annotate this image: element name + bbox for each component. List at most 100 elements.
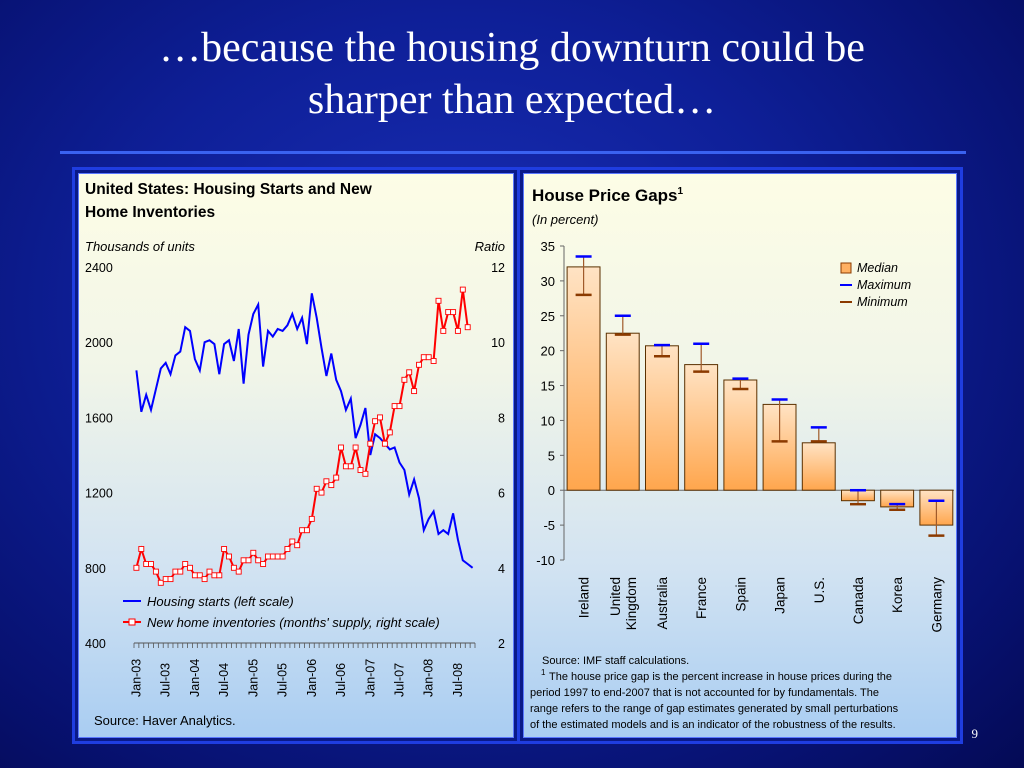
- inventories-marker: [279, 553, 286, 560]
- inventories-marker: [352, 444, 359, 451]
- footnote-line4: of the estimated models and is an indica…: [530, 719, 896, 731]
- left-axes: 2400 2000 1600 1200 800 400 12 10 8 6 4 2 Jan-03 Jul-…: [85, 261, 505, 697]
- house-price-gaps-panel: House Price Gaps1 (In percent) 35 30 25 20 1…: [517, 167, 963, 744]
- right-y-tick-label: 25: [541, 309, 555, 324]
- legend-maximum-label: Maximum: [857, 278, 911, 292]
- inventories-marker: [138, 546, 145, 552]
- left-x-tick-label: Jul-08: [451, 663, 465, 697]
- category-label: Kingdom: [624, 577, 639, 630]
- category-label: Ireland: [577, 577, 592, 618]
- inventories-marker: [206, 568, 213, 575]
- right-axis-label: Ratio: [475, 239, 505, 254]
- inventories-marker: [362, 470, 369, 477]
- inventories-marker: [167, 576, 174, 583]
- right-y-tick-label: 6: [498, 487, 505, 501]
- footnote-line1: The house price gap is the percent incre…: [549, 671, 892, 683]
- inventories-marker: [269, 553, 276, 560]
- inventories-marker: [157, 579, 164, 586]
- footnote-line2: period 1997 to end-2007 that is not acco…: [530, 687, 879, 699]
- chart-title-line2: Home Inventories: [85, 204, 215, 221]
- left-y-tick-label: 2000: [85, 336, 113, 350]
- left-x-tick-label: Jul-04: [217, 663, 231, 697]
- category-label: Spain: [733, 577, 748, 612]
- right-y-tick-label: 15: [541, 379, 555, 394]
- left-axis-label: Thousands of units: [85, 239, 195, 254]
- median-bar: [605, 332, 640, 491]
- inventories-marker: [303, 527, 310, 534]
- right-y-tick-label: 2: [498, 637, 505, 651]
- left-x-tick-label: Jan-07: [363, 659, 377, 697]
- inventories-marker: [196, 572, 203, 579]
- inventories-line: [135, 289, 469, 585]
- title-divider: [60, 151, 966, 154]
- inventories-marker: [318, 489, 325, 496]
- legend-inventories-label: New home inventories (months' supply, ri…: [147, 615, 440, 630]
- housing-starts-panel: United States: Housing Starts and New Ho…: [72, 167, 520, 744]
- right-y-tick-label: 8: [498, 411, 505, 425]
- chart-title-line1: United States: Housing Starts and New: [85, 181, 373, 198]
- inventories-marker: [177, 568, 184, 575]
- inventories-marker: [372, 418, 379, 425]
- inventories-marker: [240, 557, 247, 564]
- left-y-tick-label: 2400: [85, 261, 113, 275]
- right-y-tick-label: -10: [536, 553, 555, 568]
- inventories-marker: [216, 572, 223, 579]
- inventories-marker: [333, 474, 340, 481]
- inventories-marker: [299, 527, 306, 534]
- category-label: Germany: [929, 577, 944, 633]
- inventories-marker: [162, 576, 169, 583]
- house-price-gaps-panel-inner: House Price Gaps1 (In percent) 35 30 25 20 1…: [523, 173, 957, 738]
- left-legend: Housing starts (left scale) New home inv…: [123, 594, 440, 630]
- category-label: Australia: [655, 577, 670, 630]
- inventories-marker: [459, 286, 466, 293]
- inventories-marker: [191, 572, 198, 579]
- inventories-marker: [342, 463, 349, 470]
- median-bar: [684, 364, 719, 491]
- right-y-tick-label: -5: [543, 518, 555, 533]
- category-label: U.S.: [812, 577, 827, 603]
- right-y-tick-label: 30: [541, 274, 555, 289]
- inventories-marker: [255, 557, 262, 564]
- left-y-tick-label: 1200: [85, 487, 113, 501]
- inventories-marker: [391, 403, 398, 410]
- inventories-marker: [133, 564, 140, 571]
- category-label: Canada: [851, 577, 866, 625]
- house-price-gaps-subtitle: (In percent): [532, 212, 598, 227]
- category-label: United: [608, 577, 623, 616]
- left-x-tick-label: Jul-05: [276, 663, 290, 697]
- median-bar: [566, 266, 601, 491]
- left-x-tick-label: Jan-04: [188, 659, 202, 697]
- right-y-tick-label: 20: [541, 344, 555, 359]
- inventories-marker: [445, 309, 452, 316]
- housing-starts-chart: United States: Housing Starts and New Ho…: [85, 181, 505, 728]
- inventories-marker: [230, 564, 237, 571]
- housing-starts-line: [135, 293, 474, 569]
- housing-starts-panel-inner: United States: Housing Starts and New Ho…: [78, 173, 514, 738]
- legend-minimum-label: Minimum: [857, 295, 908, 309]
- right-notes: Source: IMF staff calculations. 1 The ho…: [530, 655, 899, 731]
- inventories-marker: [386, 429, 393, 436]
- right-y-tick-label: 5: [548, 448, 555, 463]
- median-bar: [801, 442, 836, 491]
- house-price-gaps-chart: House Price Gaps1 (In percent) 35 30 25 20 1…: [530, 186, 956, 731]
- left-y-tick-label: 800: [85, 562, 106, 576]
- left-y-tick-label: 1600: [85, 411, 113, 425]
- inventories-marker: [313, 485, 320, 492]
- inventories-marker: [435, 297, 442, 304]
- inventories-marker: [430, 358, 437, 364]
- inventories-marker: [401, 376, 408, 383]
- inventories-marker: [245, 557, 252, 564]
- inventories-marker: [464, 324, 471, 331]
- footnote-line3: range refers to the range of gap estimat…: [530, 703, 899, 715]
- left-x-tick-label: Jan-03: [129, 659, 143, 697]
- category-label: Korea: [890, 577, 905, 614]
- left-x-tick-label: Jul-03: [159, 663, 173, 697]
- right-y-tick-label: 35: [541, 239, 555, 254]
- inventories-marker: [420, 354, 427, 361]
- median-bar: [645, 345, 679, 491]
- right-legend: Median Maximum Minimum: [840, 261, 911, 309]
- right-y-tick-label: 10: [491, 336, 505, 350]
- inventories-marker: [187, 564, 193, 571]
- left-x-tick-label: Jan-05: [246, 659, 260, 697]
- inventories-marker: [338, 444, 344, 451]
